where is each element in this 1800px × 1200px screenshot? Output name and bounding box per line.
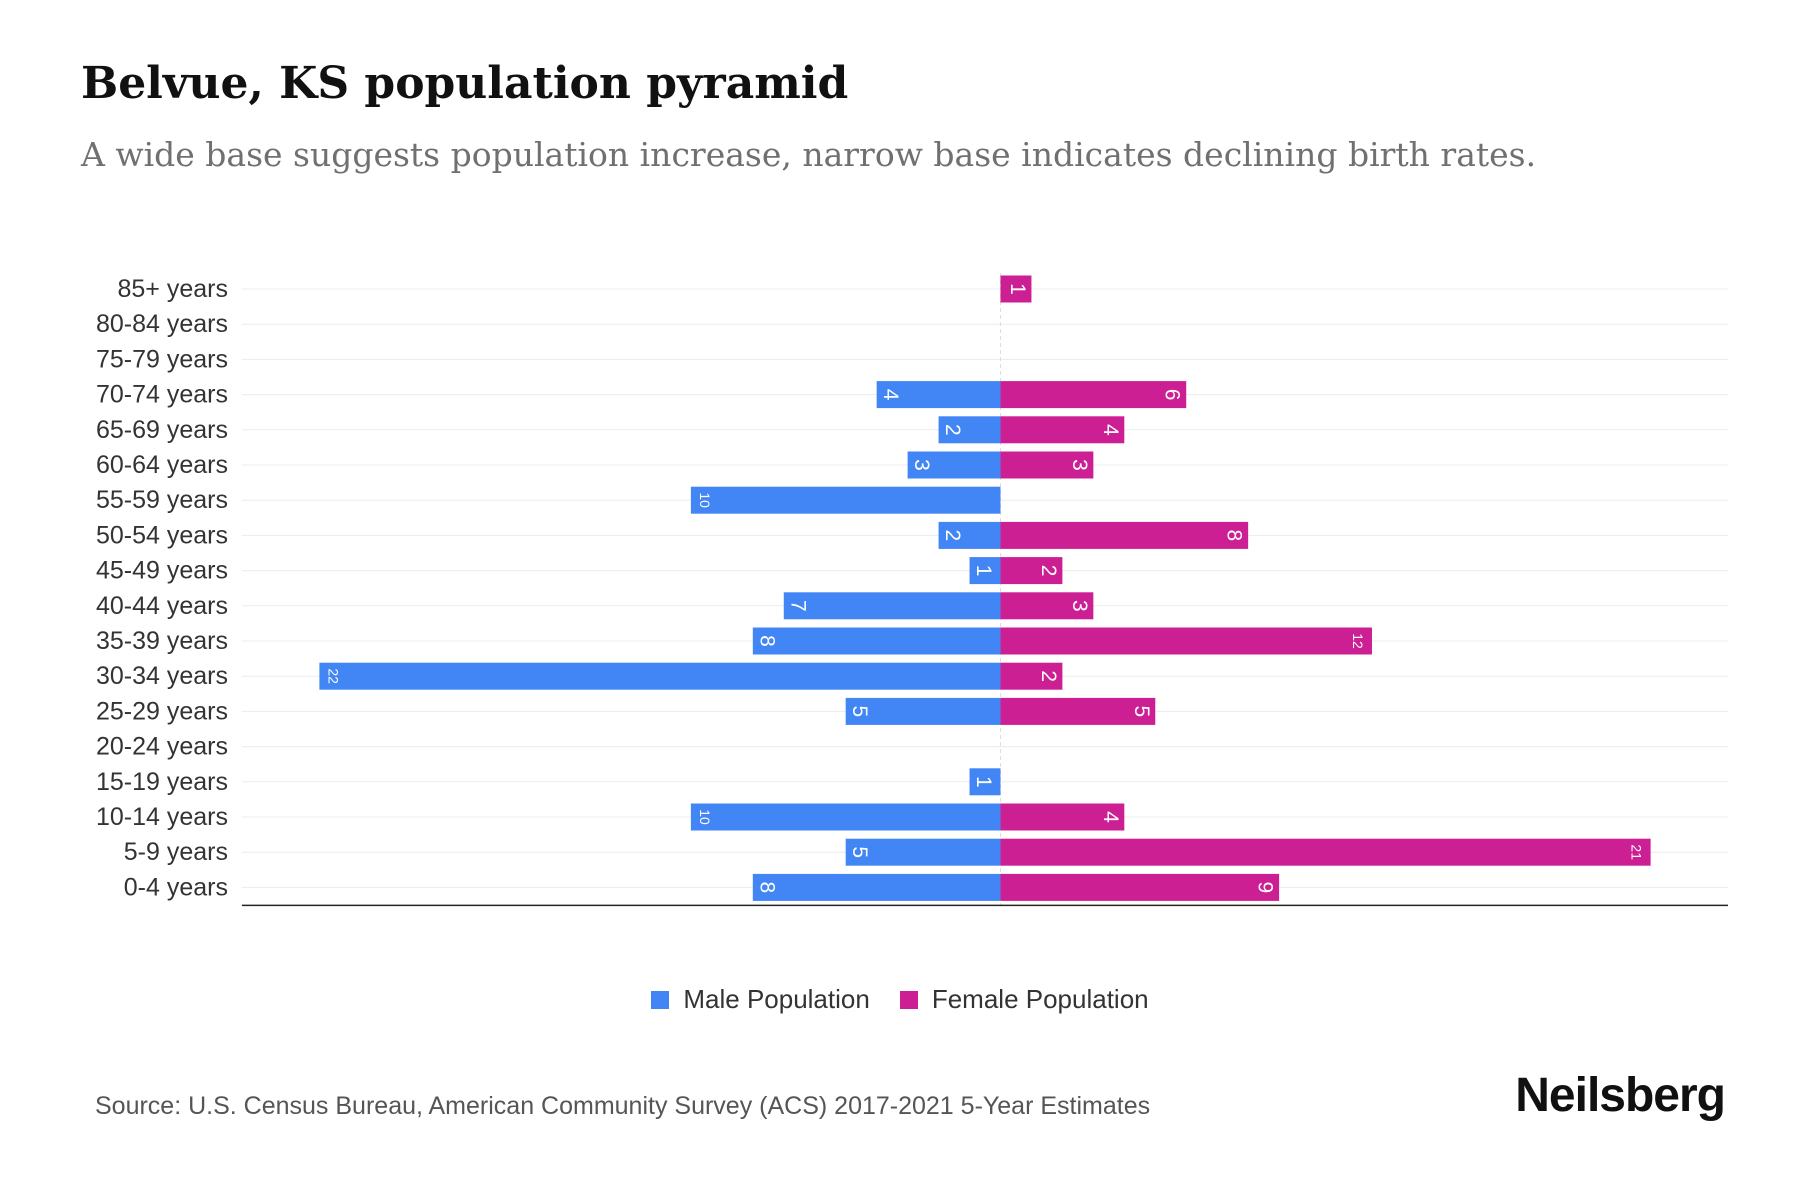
category-label: 20-24 years [96, 733, 228, 761]
bar-label-male: 5 [848, 706, 871, 718]
bar-label-male: 10 [697, 809, 713, 825]
bar-label-male: 5 [848, 846, 871, 858]
bar-female [1000, 275, 1032, 303]
category-label: 75-79 years [96, 345, 228, 373]
legend-swatch-male [651, 990, 670, 1009]
bar-female [1000, 592, 1094, 620]
bar-male [845, 838, 1001, 866]
bar-female [1000, 662, 1063, 690]
bar-label-female: 21 [1629, 844, 1645, 860]
category-label: 25-29 years [96, 697, 228, 725]
bar-male [752, 627, 1001, 655]
bar-label-male: 2 [941, 424, 964, 436]
category-label: 50-54 years [96, 521, 228, 549]
bar-label-female: 4 [1099, 811, 1122, 823]
category-label: 15-19 years [96, 768, 228, 796]
bar-female [1000, 803, 1125, 831]
bar-male [690, 803, 1001, 831]
bar-label-male: 8 [755, 635, 778, 647]
bar-label-female: 3 [1068, 600, 1091, 612]
bar-label-female: 12 [1350, 633, 1366, 649]
bar-male [907, 451, 1001, 479]
category-label: 35-39 years [96, 627, 228, 655]
bar-male [690, 486, 1001, 514]
bar-female [1000, 381, 1187, 409]
bar-female [1000, 416, 1125, 444]
bar-label-female: 5 [1130, 706, 1153, 718]
bar-label-male: 4 [879, 389, 902, 401]
bar-female [1000, 451, 1094, 479]
brand-logo[interactable]: Neilsberg [1515, 1069, 1726, 1122]
bar-label-female: 8 [1223, 530, 1246, 542]
bar-label-male: 1 [972, 565, 995, 577]
bar-male [969, 768, 1001, 796]
legend-item-female[interactable]: Female Population [899, 984, 1149, 1015]
bar-label-male: 10 [697, 492, 713, 508]
bar-label-female: 9 [1254, 882, 1277, 894]
bar-male [938, 521, 1001, 549]
category-label: 45-49 years [96, 557, 228, 585]
source-note: Source: U.S. Census Bureau, American Com… [95, 1092, 1151, 1120]
bar-label-male: 1 [972, 776, 995, 788]
bar-female [1000, 557, 1063, 585]
bar-female [1000, 838, 1651, 866]
bar-label-female: 2 [1037, 670, 1060, 682]
bar-male [969, 557, 1001, 585]
legend-label-male: Male Population [683, 984, 870, 1014]
bar-female [1000, 697, 1156, 725]
bar-label-male: 8 [755, 882, 778, 894]
category-label: 60-64 years [96, 451, 228, 479]
bar-female [1000, 873, 1280, 901]
category-label: 55-59 years [96, 486, 228, 514]
category-label: 5-9 years [124, 838, 228, 866]
legend: Male Population Female Population [0, 984, 1800, 1015]
chart-subtitle: A wide base suggests population increase… [81, 135, 1537, 174]
bar-male [876, 381, 1001, 409]
category-label: 85+ years [118, 275, 229, 303]
bar-label-female: 1 [1006, 283, 1029, 295]
category-label: 80-84 years [96, 310, 228, 338]
category-label: 65-69 years [96, 416, 228, 444]
category-label: 0-4 years [124, 873, 228, 901]
bar-male [319, 662, 1001, 690]
bar-male [752, 873, 1001, 901]
legend-item-male[interactable]: Male Population [651, 984, 870, 1015]
bar-male [938, 416, 1001, 444]
bar-label-female: 6 [1161, 389, 1184, 401]
category-label: 30-34 years [96, 662, 228, 690]
chart-title: Belvue, KS population pyramid [81, 58, 849, 109]
bar-label-male: 2 [941, 530, 964, 542]
category-label: 40-44 years [96, 592, 228, 620]
legend-label-female: Female Population [931, 984, 1149, 1014]
category-label: 70-74 years [96, 381, 228, 409]
category-label: 10-14 years [96, 803, 228, 831]
bar-female [1000, 521, 1249, 549]
bar-label-male: 22 [325, 668, 341, 684]
bar-label-female: 2 [1037, 565, 1060, 577]
bar-male [783, 592, 1001, 620]
bar-label-male: 7 [786, 600, 809, 612]
legend-swatch-female [899, 990, 918, 1009]
bar-female [1000, 627, 1372, 655]
bar-label-female: 4 [1099, 424, 1122, 436]
bar-label-male: 3 [910, 459, 933, 471]
bar-label-female: 3 [1068, 459, 1091, 471]
bar-male [845, 697, 1001, 725]
